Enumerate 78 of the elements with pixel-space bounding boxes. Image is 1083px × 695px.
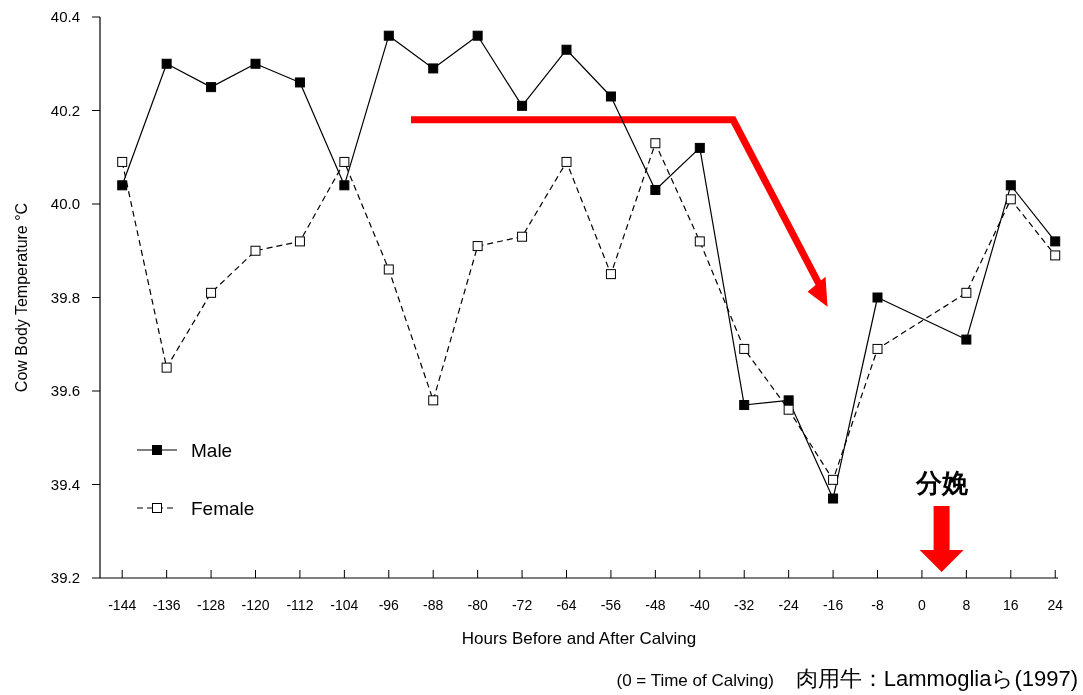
y-tick-label: 40.0 [50,195,80,212]
point [783,395,794,406]
point [694,236,705,247]
x-tick-label: -96 [378,597,400,613]
point [383,264,394,275]
point [294,236,305,247]
y-tick-label: 39.2 [50,569,80,586]
y-tick-label: 39.4 [50,475,80,493]
x-tick-label: -120 [241,597,270,613]
point [605,91,616,102]
x-tick-label: -72 [511,597,533,613]
point [339,156,350,167]
point [294,77,305,88]
y-axis-title: Cow Body Temperature °C [13,202,30,393]
x-tick-label: -48 [645,597,666,613]
point [605,269,616,280]
x-tick-label: -64 [556,597,577,613]
point [872,292,883,303]
point [694,142,705,153]
x-tick-label: -32 [734,597,755,613]
x-tick-label: -136 [152,597,181,613]
point [117,156,128,167]
x-tick-label: -144 [108,597,137,613]
x-tick-label: 24 [1047,597,1064,613]
point [1005,194,1016,205]
x-tick-label: -16 [822,597,844,613]
point [650,138,661,149]
x-axis-title: Hours Before and After Calving [461,629,697,648]
point [339,180,350,191]
x-tick-label: 8 [962,597,971,613]
x-tick-label: -88 [423,597,444,613]
point [561,44,572,55]
x-tick-label: 16 [1003,597,1019,613]
point [517,100,528,111]
annotation: 分娩 [914,468,969,498]
y-tick-label: 39.8 [50,288,80,306]
x-tick-label: -56 [600,597,622,613]
point [650,184,661,195]
x-tick-label: -80 [467,597,488,613]
point [783,404,794,415]
x-tick-label: 0 [918,597,927,613]
point [961,287,972,298]
x-tick-label: -40 [689,597,711,613]
text: (0 = Time of Calving) [616,671,774,690]
point [383,30,394,41]
point [250,58,261,69]
x-tick-label: -128 [197,597,226,613]
point [739,400,750,411]
x-tick-label: -104 [330,597,359,613]
point [1050,236,1061,247]
point [828,474,839,485]
point [561,156,572,167]
y-tick-label: 40.2 [50,101,80,119]
x-tick-label: -112 [286,597,314,613]
point [472,30,483,41]
point [472,241,483,252]
text: 肉用牛：Lammogliaら(1997) [795,666,1078,691]
point [161,362,172,373]
point [961,334,972,345]
point [517,231,528,242]
point [1050,250,1061,261]
x-tick-label: -24 [778,597,799,613]
point [828,493,839,504]
point [161,58,172,69]
point [428,63,439,74]
point [117,180,128,191]
legend-label: Female [191,498,255,519]
point [1005,180,1016,191]
point [250,245,261,256]
y-tick-label: 40.4 [50,8,80,25]
point [206,82,217,93]
point [428,395,439,406]
point [739,343,750,354]
point [872,343,883,354]
point [206,287,217,298]
x-tick-label: -8 [871,597,884,613]
legend-label: Male [191,440,233,461]
y-tick-label: 39.6 [50,382,80,399]
